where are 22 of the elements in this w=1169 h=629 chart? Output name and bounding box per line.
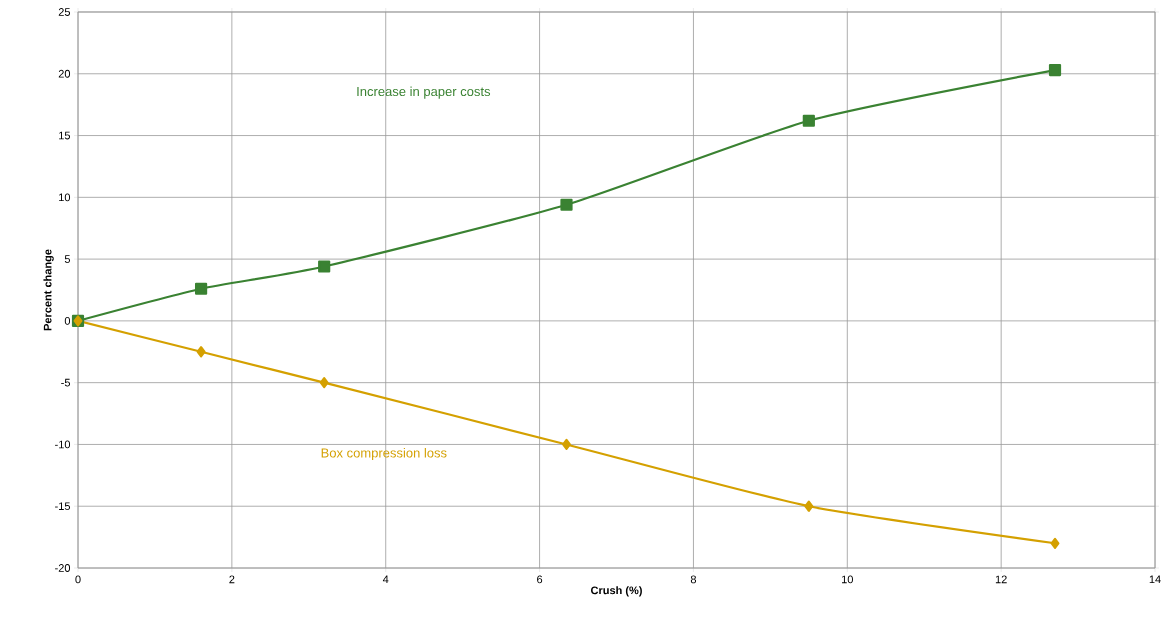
y-tick-label: 20 (58, 69, 71, 78)
x-tick-label: 10 (842, 575, 853, 584)
y-tick-label: -15 (55, 502, 71, 511)
x-tick-label: 12 (995, 575, 1007, 584)
y-axis-title: Percent change (43, 249, 54, 331)
y-tick-label: -5 (61, 378, 71, 387)
y-tick-label: 15 (59, 131, 71, 140)
y-tick-label: -10 (55, 440, 71, 449)
x-tick-label: 4 (382, 575, 389, 584)
y-tick-label: -20 (55, 564, 71, 572)
text: Box compression loss (321, 447, 447, 461)
x-tick-label: 0 (75, 575, 81, 584)
y-tick-label: 25 (58, 8, 71, 16)
y-tick-label: 5 (64, 255, 71, 263)
x-axis-title: Crush (%) (590, 586, 642, 597)
x-tick-label: 8 (690, 575, 697, 584)
x-tick-label: 2 (229, 575, 235, 584)
x-tick-label: 6 (537, 575, 543, 584)
x-tick-label: 14 (1149, 575, 1161, 584)
text: Increase in paper costs (357, 86, 491, 99)
y-tick-label: 10 (59, 193, 71, 202)
y-tick-label: 0 (64, 316, 71, 325)
